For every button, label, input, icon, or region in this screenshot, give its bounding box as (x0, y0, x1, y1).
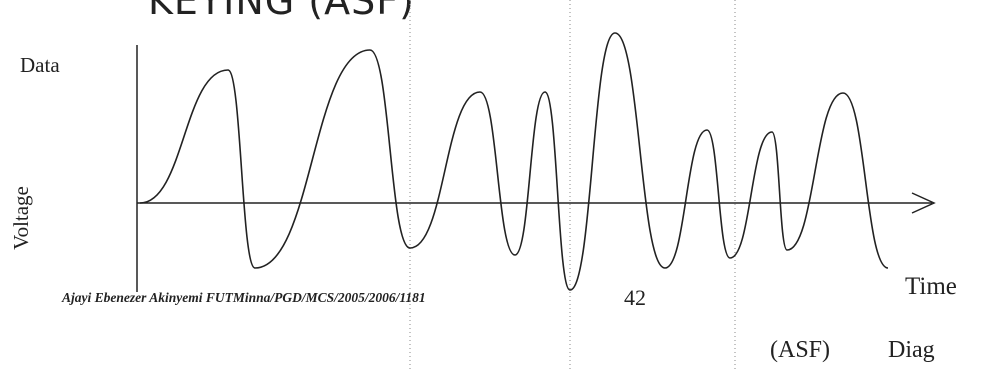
axis-arrow (911, 192, 936, 214)
footer-author: Ajayi Ebenezer Akinyemi FUTMinna/PGD/MCS… (61, 290, 426, 305)
page-number: 42 (624, 285, 646, 310)
y-axis-label: Voltage (9, 186, 33, 250)
signal-label: Data (20, 53, 60, 77)
waveform (139, 32, 889, 291)
body-text: (ASF) (770, 337, 830, 363)
section-title: KEYING (ASF) (148, 0, 415, 23)
x-axis-label: Time (905, 273, 957, 300)
body-text: Diag (888, 337, 935, 363)
